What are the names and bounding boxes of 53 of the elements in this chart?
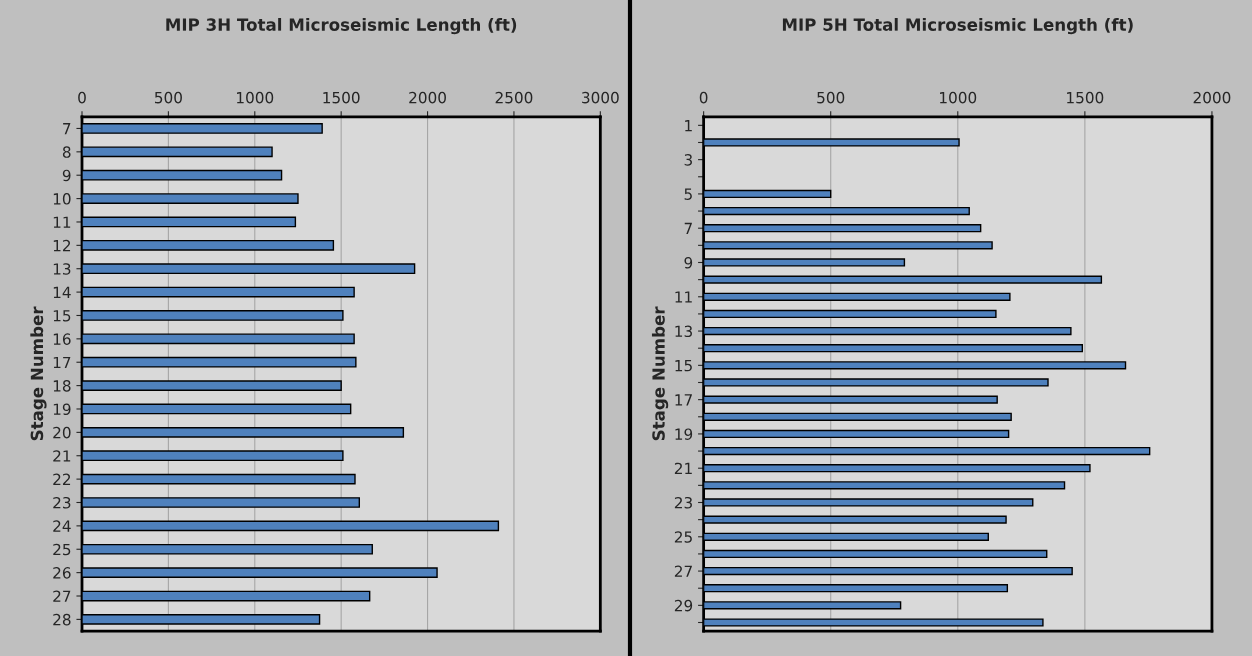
x-tick-label: 0 <box>699 91 708 104</box>
x-tick-label: 1000 <box>940 91 977 104</box>
y-axis-title: Stage Number <box>30 306 47 441</box>
y-axis-title: Stage Number <box>651 306 669 441</box>
y-tick-label: 24 <box>53 520 71 532</box>
x-tick-label: 2000 <box>409 91 446 104</box>
x-tick-label: 2500 <box>495 91 533 104</box>
y-tick-label: 23 <box>674 496 692 509</box>
y-tick-label: 17 <box>675 394 692 406</box>
y-tick-label: 21 <box>674 462 692 475</box>
y-tick-label: 18 <box>53 380 71 392</box>
y-tick-label: 8 <box>62 146 71 158</box>
y-tick-label: 5 <box>684 188 692 200</box>
y-tick-label: 3 <box>684 154 692 166</box>
y-tick-label: 12 <box>53 239 71 252</box>
y-tick-label: 23 <box>53 496 71 509</box>
y-tick-label: 10 <box>53 193 71 205</box>
y-tick-label: 17 <box>53 356 71 369</box>
x-tick-label: 3000 <box>582 91 619 104</box>
y-tick-label: 25 <box>53 543 71 556</box>
x-tick-label: 1500 <box>323 91 360 104</box>
y-tick-label: 26 <box>53 567 71 579</box>
y-tick-label: 25 <box>674 531 692 543</box>
y-tick-label: 13 <box>675 325 692 338</box>
y-tick-label: 11 <box>675 291 692 303</box>
x-tick-label: 2000 <box>1193 91 1231 104</box>
x-tick-label: 0 <box>78 91 86 104</box>
y-tick-label: 13 <box>53 263 71 275</box>
chart-title: MIP 5H Total Microseismic Length (ft) <box>782 17 1133 35</box>
y-tick-label: 20 <box>53 426 71 439</box>
y-tick-label: 7 <box>63 123 71 135</box>
y-tick-label: 27 <box>674 565 692 577</box>
x-tick-label: 500 <box>154 91 182 104</box>
y-tick-label: 19 <box>675 428 693 440</box>
y-tick-label: 11 <box>53 216 71 228</box>
y-tick-label: 22 <box>53 473 71 485</box>
y-tick-label: 7 <box>684 222 692 234</box>
y-tick-label: 21 <box>53 450 71 462</box>
y-tick-label: 15 <box>675 360 692 372</box>
x-tick-label: 1000 <box>237 91 274 104</box>
y-tick-label: 16 <box>53 333 71 345</box>
y-tick-label: 27 <box>53 590 71 602</box>
y-tick-label: 9 <box>684 256 693 269</box>
chart-title: MIP 3H Total Microseismic Length (ft) <box>166 17 517 35</box>
x-tick-label: 500 <box>817 91 845 104</box>
y-tick-label: 15 <box>53 310 71 322</box>
y-tick-label: 28 <box>53 613 71 626</box>
x-tick-label: 1500 <box>1067 91 1104 104</box>
y-tick-label: 9 <box>62 169 71 182</box>
y-tick-label: 19 <box>53 403 71 416</box>
y-tick-label: 14 <box>53 286 71 298</box>
y-tick-label: 1 <box>685 120 692 132</box>
y-tick-label: 29 <box>674 599 693 612</box>
